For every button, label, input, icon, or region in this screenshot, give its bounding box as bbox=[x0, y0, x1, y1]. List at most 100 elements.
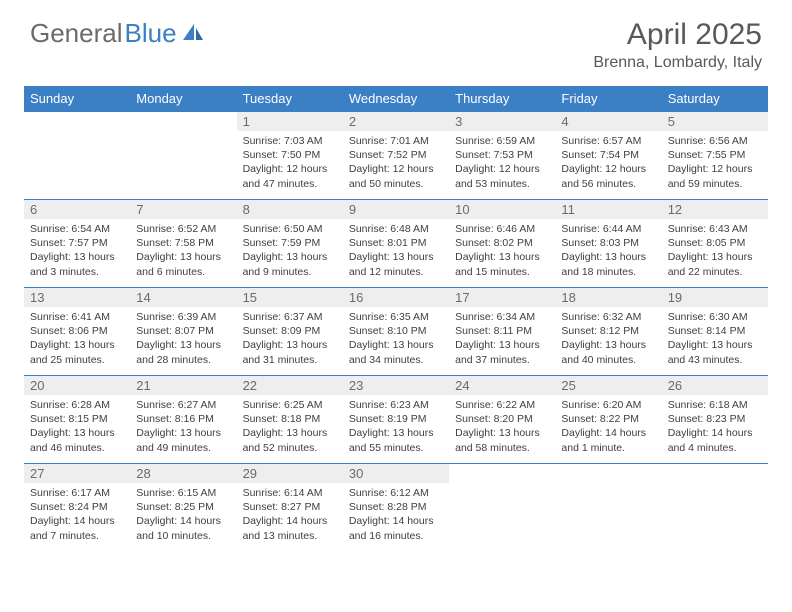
sunrise-line: Sunrise: 6:12 AM bbox=[349, 486, 443, 500]
sunrise-line: Sunrise: 6:50 AM bbox=[243, 222, 337, 236]
daylight-line: Daylight: 13 hours and 40 minutes. bbox=[561, 338, 655, 366]
sunrise-line: Sunrise: 6:30 AM bbox=[668, 310, 762, 324]
day-details: Sunrise: 7:01 AMSunset: 7:52 PMDaylight:… bbox=[343, 131, 449, 197]
day-number: 5 bbox=[662, 112, 768, 131]
sunset-line: Sunset: 8:27 PM bbox=[243, 500, 337, 514]
day-number: 17 bbox=[449, 288, 555, 307]
calendar-table: Sunday Monday Tuesday Wednesday Thursday… bbox=[24, 86, 768, 552]
calendar-cell: 19Sunrise: 6:30 AMSunset: 8:14 PMDayligh… bbox=[662, 288, 768, 376]
sunset-line: Sunset: 8:12 PM bbox=[561, 324, 655, 338]
sunset-line: Sunset: 8:28 PM bbox=[349, 500, 443, 514]
calendar-cell: 13Sunrise: 6:41 AMSunset: 8:06 PMDayligh… bbox=[24, 288, 130, 376]
calendar-cell: 26Sunrise: 6:18 AMSunset: 8:23 PMDayligh… bbox=[662, 376, 768, 464]
day-number: 28 bbox=[130, 464, 236, 483]
day-details: Sunrise: 6:43 AMSunset: 8:05 PMDaylight:… bbox=[662, 219, 768, 285]
day-details: Sunrise: 6:18 AMSunset: 8:23 PMDaylight:… bbox=[662, 395, 768, 461]
daylight-line: Daylight: 12 hours and 59 minutes. bbox=[668, 162, 762, 190]
weekday-header: Tuesday bbox=[237, 86, 343, 112]
day-details: Sunrise: 6:28 AMSunset: 8:15 PMDaylight:… bbox=[24, 395, 130, 461]
calendar-cell: 28Sunrise: 6:15 AMSunset: 8:25 PMDayligh… bbox=[130, 464, 236, 552]
day-details: Sunrise: 6:35 AMSunset: 8:10 PMDaylight:… bbox=[343, 307, 449, 373]
calendar-cell: 20Sunrise: 6:28 AMSunset: 8:15 PMDayligh… bbox=[24, 376, 130, 464]
sunset-line: Sunset: 8:11 PM bbox=[455, 324, 549, 338]
sunrise-line: Sunrise: 6:23 AM bbox=[349, 398, 443, 412]
day-details: Sunrise: 6:30 AMSunset: 8:14 PMDaylight:… bbox=[662, 307, 768, 373]
day-number: 29 bbox=[237, 464, 343, 483]
sunrise-line: Sunrise: 6:34 AM bbox=[455, 310, 549, 324]
day-number: 22 bbox=[237, 376, 343, 395]
day-details: Sunrise: 6:50 AMSunset: 7:59 PMDaylight:… bbox=[237, 219, 343, 285]
calendar-cell bbox=[555, 464, 661, 552]
sunset-line: Sunset: 8:02 PM bbox=[455, 236, 549, 250]
sunset-line: Sunset: 7:59 PM bbox=[243, 236, 337, 250]
sunrise-line: Sunrise: 6:15 AM bbox=[136, 486, 230, 500]
day-details: Sunrise: 6:56 AMSunset: 7:55 PMDaylight:… bbox=[662, 131, 768, 197]
day-number: 27 bbox=[24, 464, 130, 483]
calendar-week-row: 27Sunrise: 6:17 AMSunset: 8:24 PMDayligh… bbox=[24, 464, 768, 552]
calendar-cell: 3Sunrise: 6:59 AMSunset: 7:53 PMDaylight… bbox=[449, 112, 555, 200]
calendar-cell: 7Sunrise: 6:52 AMSunset: 7:58 PMDaylight… bbox=[130, 200, 236, 288]
daylight-line: Daylight: 12 hours and 47 minutes. bbox=[243, 162, 337, 190]
header: GeneralBlue April 2025 Brenna, Lombardy,… bbox=[0, 0, 792, 80]
day-details: Sunrise: 7:03 AMSunset: 7:50 PMDaylight:… bbox=[237, 131, 343, 197]
weekday-header: Thursday bbox=[449, 86, 555, 112]
calendar-cell: 12Sunrise: 6:43 AMSunset: 8:05 PMDayligh… bbox=[662, 200, 768, 288]
day-details: Sunrise: 6:23 AMSunset: 8:19 PMDaylight:… bbox=[343, 395, 449, 461]
weekday-header: Wednesday bbox=[343, 86, 449, 112]
daylight-line: Daylight: 13 hours and 9 minutes. bbox=[243, 250, 337, 278]
weekday-header: Monday bbox=[130, 86, 236, 112]
sunrise-line: Sunrise: 6:28 AM bbox=[30, 398, 124, 412]
logo-sail-icon bbox=[181, 18, 205, 49]
sunrise-line: Sunrise: 6:27 AM bbox=[136, 398, 230, 412]
calendar-cell: 1Sunrise: 7:03 AMSunset: 7:50 PMDaylight… bbox=[237, 112, 343, 200]
day-number: 16 bbox=[343, 288, 449, 307]
sunrise-line: Sunrise: 6:32 AM bbox=[561, 310, 655, 324]
day-number: 11 bbox=[555, 200, 661, 219]
sunrise-line: Sunrise: 7:03 AM bbox=[243, 134, 337, 148]
sunset-line: Sunset: 7:55 PM bbox=[668, 148, 762, 162]
day-details: Sunrise: 6:46 AMSunset: 8:02 PMDaylight:… bbox=[449, 219, 555, 285]
daylight-line: Daylight: 12 hours and 53 minutes. bbox=[455, 162, 549, 190]
calendar-cell: 24Sunrise: 6:22 AMSunset: 8:20 PMDayligh… bbox=[449, 376, 555, 464]
day-number: 19 bbox=[662, 288, 768, 307]
sunset-line: Sunset: 8:22 PM bbox=[561, 412, 655, 426]
calendar-cell: 15Sunrise: 6:37 AMSunset: 8:09 PMDayligh… bbox=[237, 288, 343, 376]
sunset-line: Sunset: 7:53 PM bbox=[455, 148, 549, 162]
sunset-line: Sunset: 8:10 PM bbox=[349, 324, 443, 338]
day-details: Sunrise: 6:57 AMSunset: 7:54 PMDaylight:… bbox=[555, 131, 661, 197]
daylight-line: Daylight: 13 hours and 31 minutes. bbox=[243, 338, 337, 366]
daylight-line: Daylight: 14 hours and 4 minutes. bbox=[668, 426, 762, 454]
day-details: Sunrise: 6:59 AMSunset: 7:53 PMDaylight:… bbox=[449, 131, 555, 197]
day-number: 10 bbox=[449, 200, 555, 219]
day-details: Sunrise: 6:15 AMSunset: 8:25 PMDaylight:… bbox=[130, 483, 236, 549]
sunrise-line: Sunrise: 6:44 AM bbox=[561, 222, 655, 236]
calendar-cell: 14Sunrise: 6:39 AMSunset: 8:07 PMDayligh… bbox=[130, 288, 236, 376]
sunset-line: Sunset: 8:03 PM bbox=[561, 236, 655, 250]
sunrise-line: Sunrise: 6:48 AM bbox=[349, 222, 443, 236]
sunrise-line: Sunrise: 6:54 AM bbox=[30, 222, 124, 236]
calendar-cell: 6Sunrise: 6:54 AMSunset: 7:57 PMDaylight… bbox=[24, 200, 130, 288]
page-title: April 2025 bbox=[593, 18, 762, 52]
sunset-line: Sunset: 7:52 PM bbox=[349, 148, 443, 162]
day-number: 1 bbox=[237, 112, 343, 131]
day-number: 12 bbox=[662, 200, 768, 219]
day-number: 23 bbox=[343, 376, 449, 395]
day-details: Sunrise: 6:25 AMSunset: 8:18 PMDaylight:… bbox=[237, 395, 343, 461]
header-right: April 2025 Brenna, Lombardy, Italy bbox=[593, 18, 762, 72]
daylight-line: Daylight: 12 hours and 56 minutes. bbox=[561, 162, 655, 190]
sunrise-line: Sunrise: 6:46 AM bbox=[455, 222, 549, 236]
sunset-line: Sunset: 8:15 PM bbox=[30, 412, 124, 426]
sunset-line: Sunset: 7:50 PM bbox=[243, 148, 337, 162]
daylight-line: Daylight: 13 hours and 49 minutes. bbox=[136, 426, 230, 454]
day-details: Sunrise: 6:39 AMSunset: 8:07 PMDaylight:… bbox=[130, 307, 236, 373]
sunrise-line: Sunrise: 6:14 AM bbox=[243, 486, 337, 500]
sunrise-line: Sunrise: 6:59 AM bbox=[455, 134, 549, 148]
day-number: 3 bbox=[449, 112, 555, 131]
sunrise-line: Sunrise: 6:56 AM bbox=[668, 134, 762, 148]
daylight-line: Daylight: 13 hours and 58 minutes. bbox=[455, 426, 549, 454]
day-details: Sunrise: 6:22 AMSunset: 8:20 PMDaylight:… bbox=[449, 395, 555, 461]
calendar-cell: 8Sunrise: 6:50 AMSunset: 7:59 PMDaylight… bbox=[237, 200, 343, 288]
daylight-line: Daylight: 12 hours and 50 minutes. bbox=[349, 162, 443, 190]
calendar-cell: 29Sunrise: 6:14 AMSunset: 8:27 PMDayligh… bbox=[237, 464, 343, 552]
sunrise-line: Sunrise: 6:43 AM bbox=[668, 222, 762, 236]
